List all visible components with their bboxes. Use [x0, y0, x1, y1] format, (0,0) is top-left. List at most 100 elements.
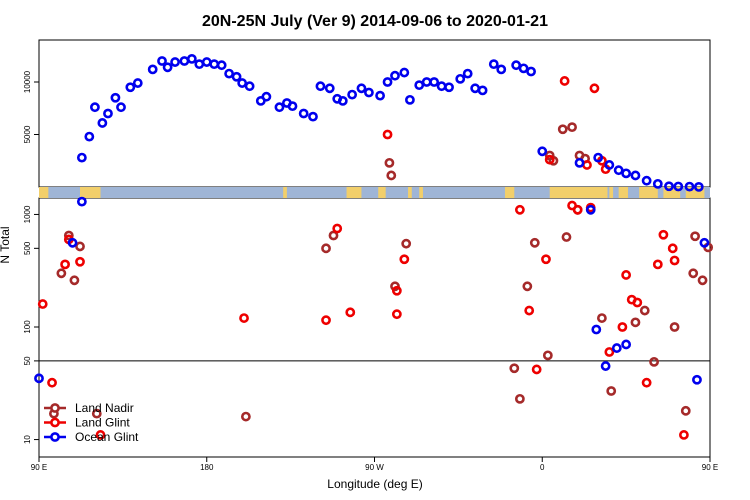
- land-glint-point: [391, 285, 402, 296]
- land-glint-point: [572, 204, 583, 215]
- land-nadir-point: [240, 411, 251, 422]
- ocean-glint-point: [84, 131, 95, 142]
- ocean-glint-point: [90, 102, 100, 113]
- ocean-glint-point: [692, 374, 702, 385]
- ocean-glint-point: [315, 81, 326, 92]
- ocean-glint-point: [591, 324, 602, 335]
- ocean-glint-point: [97, 118, 108, 128]
- land-glint-point: [531, 364, 542, 375]
- land-glint-point: [621, 270, 632, 280]
- land-glint-point: [669, 255, 680, 266]
- ocean-glint-point: [488, 59, 499, 70]
- ocean-glint-point: [298, 108, 309, 119]
- ocean-glint-point: [231, 71, 242, 82]
- ocean-glint-point: [526, 66, 536, 77]
- land-nadir-point: [596, 313, 607, 323]
- land-nadir-point: [63, 230, 74, 241]
- ocean-glint-point: [436, 81, 447, 92]
- ocean-glint-point: [356, 83, 367, 94]
- y-tick-label-lower: 50: [23, 356, 32, 365]
- y-tick-label-lower: 10: [23, 435, 32, 444]
- ocean-glint-point: [537, 146, 548, 157]
- map-land: [378, 187, 386, 198]
- ocean-glint-point: [613, 165, 624, 176]
- land-glint-point: [658, 229, 669, 240]
- map-land: [618, 187, 628, 198]
- ocean-glint-point: [186, 54, 197, 64]
- ocean-glint-point: [157, 56, 167, 66]
- ocean-glint-point: [110, 92, 121, 103]
- x-tick-label: 90 W: [365, 463, 384, 472]
- ocean-glint-point: [201, 57, 212, 67]
- land-glint-point: [332, 223, 343, 234]
- ocean-glint-point: [621, 168, 632, 179]
- ocean-glint-point: [414, 80, 425, 91]
- y-tick-label-upper: 5000: [23, 125, 32, 143]
- land-glint-point: [399, 254, 410, 265]
- ocean-glint-point: [462, 68, 473, 79]
- map-land: [504, 187, 515, 198]
- y-tick-label-lower: 1000: [23, 205, 32, 223]
- land-glint-point: [541, 254, 551, 265]
- land-nadir-point: [561, 232, 572, 242]
- ocean-glint-point: [621, 339, 632, 350]
- ocean-glint-point: [216, 60, 227, 71]
- ocean-glint-point: [162, 62, 173, 73]
- land-glint-point: [679, 430, 689, 440]
- land-nadir-point: [328, 230, 339, 241]
- land-glint-point: [60, 259, 70, 270]
- ocean-glint-point: [132, 78, 143, 88]
- land-nadir-point: [669, 322, 680, 332]
- land-glint-point: [641, 377, 652, 388]
- ocean-glint-point: [496, 64, 507, 75]
- ocean-glint-point: [103, 108, 113, 119]
- land-glint-point: [95, 430, 106, 440]
- land-nadir-point: [567, 122, 577, 133]
- map-land: [549, 187, 608, 198]
- land-nadir-point: [514, 393, 525, 404]
- land-glint-point: [632, 297, 643, 308]
- lower-panel-frame: [38, 197, 711, 458]
- ocean-glint-point: [611, 343, 622, 353]
- ocean-glint-point: [34, 373, 44, 384]
- ocean-glint-point: [421, 77, 432, 87]
- ocean-glint-point: [673, 181, 684, 192]
- land-glint-point: [524, 305, 535, 316]
- map-land: [283, 187, 287, 198]
- ocean-glint-point: [125, 82, 136, 93]
- data-points: [34, 54, 714, 440]
- ocean-glint-point: [347, 89, 358, 100]
- y-tick-label-upper: 10000: [23, 70, 32, 93]
- ocean-glint-point: [116, 102, 126, 113]
- land-nadir-point: [690, 231, 700, 242]
- land-nadir-point: [384, 157, 395, 168]
- ocean-glint-point: [375, 90, 385, 101]
- ocean-glint-point: [147, 64, 158, 75]
- x-axis-label: Longitude (deg E): [327, 477, 422, 491]
- map-ocean: [39, 187, 710, 198]
- map-land: [80, 187, 101, 198]
- ocean-glint-point: [399, 67, 410, 78]
- land-nadir-point: [509, 363, 520, 374]
- land-nadir-point: [522, 281, 533, 292]
- legend-marker-land-nadir: [50, 403, 60, 413]
- ocean-glint-point: [518, 63, 529, 74]
- ocean-glint-point: [684, 181, 695, 192]
- land-glint-point: [382, 129, 393, 140]
- land-nadir-point: [697, 275, 708, 286]
- land-glint-point: [582, 160, 592, 170]
- ocean-glint-point: [604, 160, 615, 170]
- x-axis-ticks: 90 E 180 90 W 0 90 E: [31, 457, 718, 472]
- land-nadir-point: [69, 275, 80, 286]
- ocean-glint-point: [287, 101, 298, 112]
- ocean-glint-point: [470, 83, 481, 94]
- ocean-glint-point: [67, 237, 78, 248]
- land-glint-point: [47, 377, 57, 388]
- ocean-glint-point: [652, 178, 663, 189]
- x-tick-label: 0: [540, 463, 545, 472]
- ocean-glint-point: [170, 57, 180, 67]
- land-nadir-point: [557, 124, 568, 135]
- ocean-glint-point: [194, 59, 205, 70]
- ocean-glint-point: [209, 59, 220, 70]
